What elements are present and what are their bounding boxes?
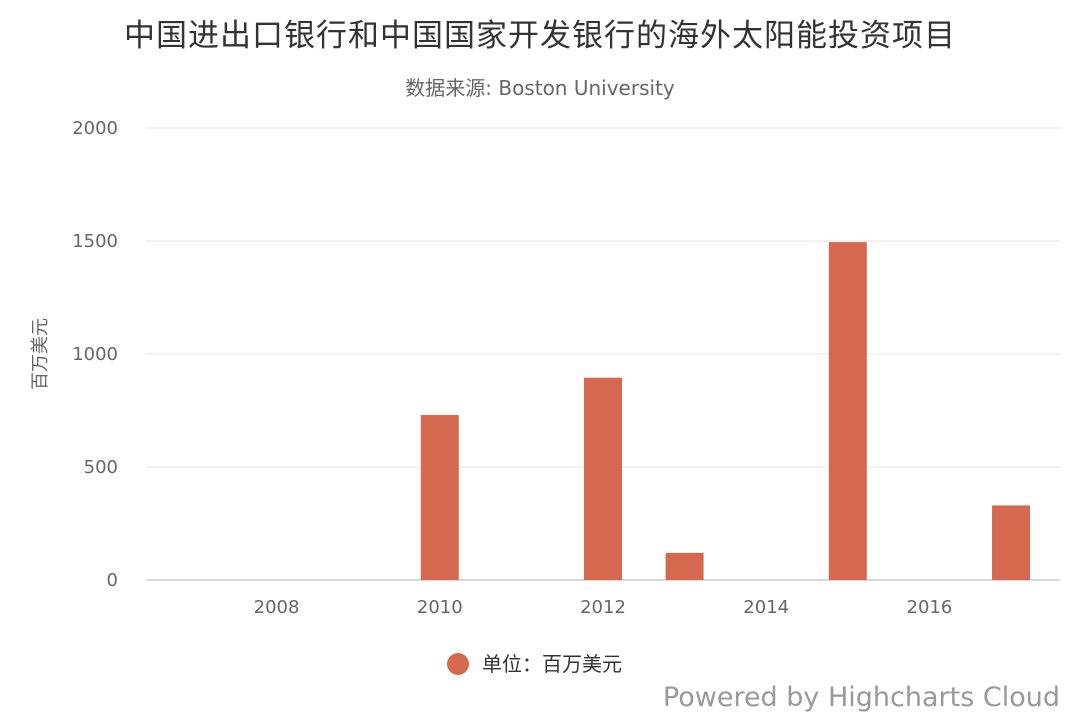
bar[interactable] bbox=[420, 415, 459, 580]
x-tick-label: 2014 bbox=[743, 597, 789, 618]
y-tick-label: 0 bbox=[107, 570, 118, 591]
y-tick-label: 500 bbox=[84, 457, 118, 478]
x-tick-label: 2010 bbox=[417, 597, 463, 618]
bar[interactable] bbox=[828, 242, 867, 580]
y-tick-label: 1500 bbox=[72, 231, 118, 252]
bar[interactable] bbox=[992, 505, 1031, 580]
x-tick-label: 2008 bbox=[254, 597, 300, 618]
legend-symbol bbox=[447, 653, 469, 675]
x-tick-label: 2016 bbox=[907, 597, 953, 618]
legend-item-label: 单位：百万美元 bbox=[482, 652, 622, 676]
x-tick-label: 2012 bbox=[580, 597, 626, 618]
chart-subtitle: 数据来源: Boston University bbox=[405, 76, 675, 100]
bar[interactable] bbox=[584, 377, 622, 580]
legend[interactable]: 单位：百万美元 bbox=[447, 652, 622, 676]
bar[interactable] bbox=[665, 552, 704, 580]
x-axis-ticks: 2008 2010 2012 2014 2016 bbox=[254, 597, 953, 618]
y-tick-label: 2000 bbox=[72, 118, 118, 139]
y-axis-ticks: 0 500 1000 1500 2000 bbox=[72, 118, 118, 591]
y-tick-label: 1000 bbox=[72, 344, 118, 365]
credits-link[interactable]: Powered by Highcharts Cloud bbox=[662, 682, 1060, 713]
bar-series bbox=[420, 242, 1031, 580]
chart-title: 中国进出口银行和中国国家开发银行的海外太阳能投资项目 bbox=[124, 18, 956, 54]
y-axis-label: 百万美元 bbox=[30, 318, 51, 390]
